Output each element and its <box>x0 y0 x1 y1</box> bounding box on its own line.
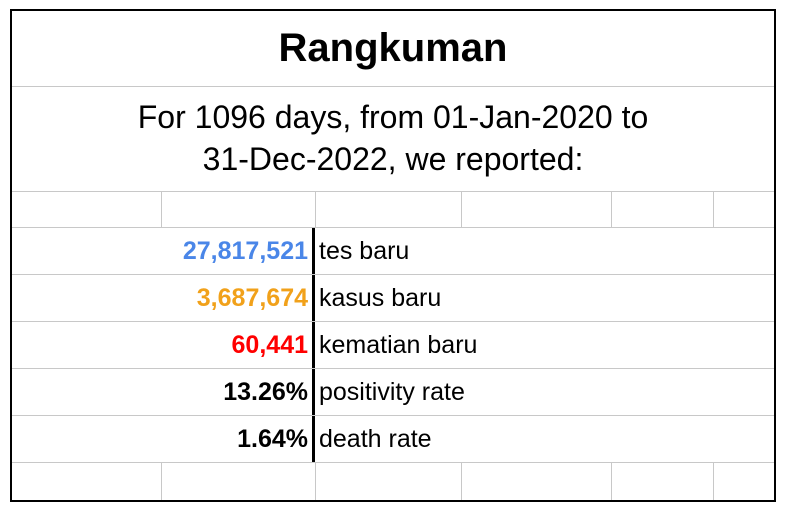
stat-row-positivity: 13.26% positivity rate <box>12 369 774 416</box>
summary-subtitle: For 1096 days, from 01-Jan-2020 to 31-De… <box>12 86 774 192</box>
stat-label-death-rate: death rate <box>319 424 432 453</box>
grid-line <box>161 191 162 227</box>
grid-line <box>713 463 714 500</box>
subtitle-line-1: For 1096 days, from 01-Jan-2020 to <box>137 98 649 135</box>
stat-row-death-rate: 1.64% death rate <box>12 416 774 463</box>
empty-spacer-row-top <box>12 191 774 228</box>
column-divider <box>312 275 315 321</box>
stat-value-cases: 3,687,674 <box>196 283 308 312</box>
stat-value-death-rate: 1.64% <box>237 424 308 453</box>
stat-value-positivity: 13.26% <box>223 377 308 406</box>
summary-sheet: Rangkuman For 1096 days, from 01-Jan-202… <box>10 9 776 502</box>
stat-row-cases: 3,687,674 kasus baru <box>12 275 774 322</box>
grid-line <box>315 463 316 500</box>
stat-label-cases: kasus baru <box>319 283 442 312</box>
column-divider <box>312 416 315 462</box>
stat-row-deaths: 60,441 kematian baru <box>12 322 774 369</box>
grid-line <box>461 463 462 500</box>
summary-title: Rangkuman <box>12 11 774 87</box>
grid-line <box>161 463 162 500</box>
stat-label-positivity: positivity rate <box>319 377 465 406</box>
stat-value-tests: 27,817,521 <box>182 236 308 265</box>
subtitle-line-2: 31-Dec-2022, we reported: <box>202 140 584 177</box>
grid-line <box>461 191 462 227</box>
stat-row-tests: 27,817,521 tes baru <box>12 228 774 275</box>
column-divider <box>312 322 315 368</box>
grid-line <box>611 463 612 500</box>
column-divider <box>312 369 315 415</box>
empty-spacer-row-bottom <box>12 463 774 500</box>
grid-line <box>611 191 612 227</box>
stat-label-tests: tes baru <box>319 236 410 265</box>
grid-line <box>315 191 316 227</box>
stat-label-deaths: kematian baru <box>319 330 478 359</box>
column-divider <box>312 228 315 274</box>
stat-value-deaths: 60,441 <box>231 330 308 359</box>
grid-line <box>713 191 714 227</box>
